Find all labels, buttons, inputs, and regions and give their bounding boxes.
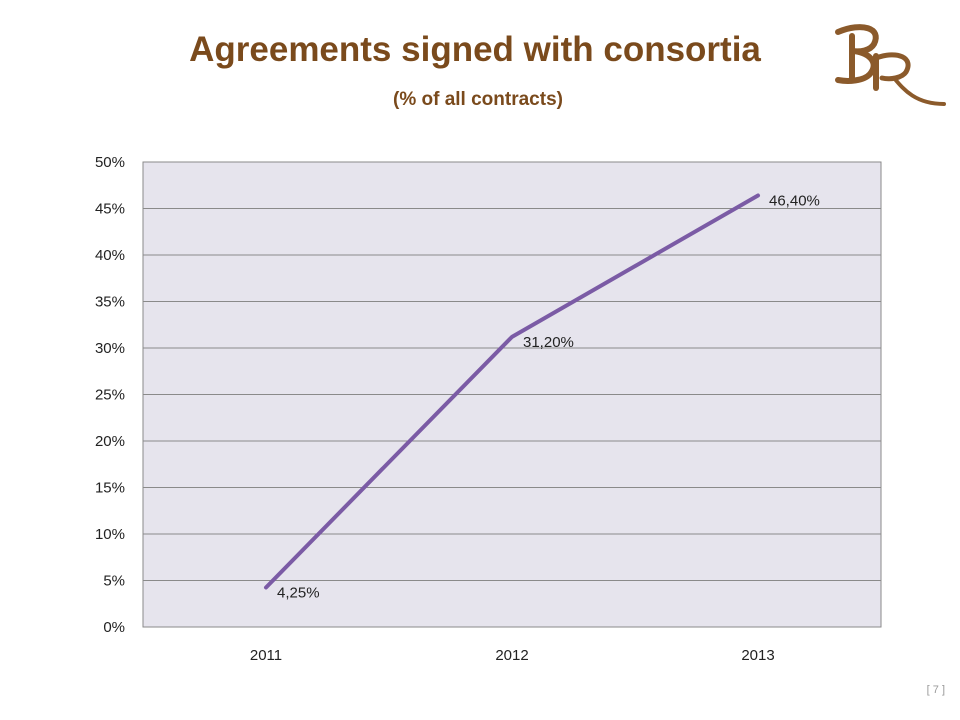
y-tick-label: 0%	[103, 619, 125, 636]
x-tick-label: 2011	[250, 647, 282, 664]
chart-title-text: Agreements signed with consortia	[189, 30, 761, 69]
chart-subtitle: (% of all contracts)	[0, 89, 960, 111]
y-tick-label: 20%	[95, 433, 125, 450]
data-labels: 4,25% 31,20% 46,40%	[277, 192, 820, 601]
y-tick-label: 50%	[95, 154, 125, 171]
y-tick-label: 45%	[95, 201, 125, 218]
x-axis-tick-labels: 2011 2012 2013	[250, 647, 775, 664]
plot-border	[142, 161, 882, 628]
chart-subtitle-text: (% of all contracts)	[393, 89, 563, 110]
data-label: 46,40%	[769, 192, 820, 209]
y-tick-label: 40%	[95, 247, 125, 264]
y-axis-tick-labels: 0% 5% 10% 15% 20% 25% 30% 35% 40% 45% 50%	[95, 154, 125, 636]
data-label: 4,25%	[277, 584, 320, 601]
br-monogram-logo	[835, 24, 946, 106]
y-tick-label: 15%	[95, 480, 125, 497]
data-label: 31,20%	[523, 334, 574, 351]
y-tick-label: 30%	[95, 340, 125, 357]
series-line	[264, 193, 760, 590]
x-tick-label: 2012	[495, 647, 528, 664]
y-tick-label: 25%	[95, 387, 125, 404]
y-tick-label: 35%	[95, 294, 125, 311]
y-tick-label: 5%	[103, 573, 125, 590]
page-number: [ 7 ]	[926, 684, 945, 696]
y-tick-label: 10%	[95, 526, 125, 543]
gridlines	[142, 161, 882, 628]
chart-title: Agreements signed with consortia	[0, 30, 960, 70]
x-tick-label: 2013	[741, 647, 774, 664]
